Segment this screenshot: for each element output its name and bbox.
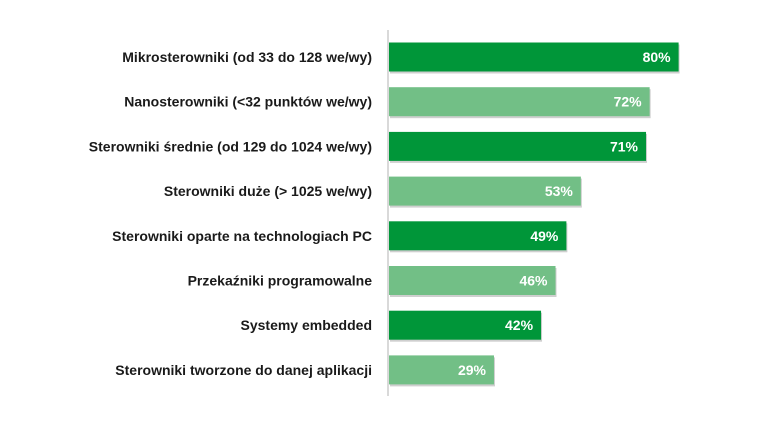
value-label: 53% [545, 183, 574, 199]
value-label: 29% [458, 362, 487, 378]
bar [389, 310, 542, 340]
value-label: 72% [614, 94, 643, 110]
bars-layer [389, 42, 680, 387]
category-label: Sterowniki średnie (od 129 do 1024 we/wy… [89, 138, 372, 154]
value-label: 42% [505, 317, 534, 333]
bar [389, 87, 650, 117]
labels-layer: Mikrosterowniki (od 33 do 128 we/wy) 80% N… [89, 49, 671, 378]
category-label: Sterowniki duże (> 1025 we/wy) [164, 183, 372, 199]
value-label: 49% [530, 228, 559, 244]
category-label: Sterowniki tworzone do danej aplikacji [115, 362, 372, 378]
value-label: 46% [519, 273, 548, 289]
bar [389, 266, 556, 295]
category-label: Sterowniki oparte na technologiach PC [112, 228, 372, 244]
bar [389, 131, 647, 161]
category-label: Systemy embedded [241, 317, 373, 333]
category-label: Mikrosterowniki (od 33 do 128 we/wy) [122, 49, 372, 65]
bar [389, 355, 494, 385]
bar [389, 42, 679, 72]
value-label: 80% [643, 49, 672, 65]
category-label: Nanosterowniki (<32 punktów we/wy) [124, 94, 372, 110]
category-label: Przekaźniki programowalne [188, 273, 373, 289]
value-label: 71% [610, 138, 639, 154]
bar [389, 176, 581, 206]
bar [389, 221, 567, 251]
